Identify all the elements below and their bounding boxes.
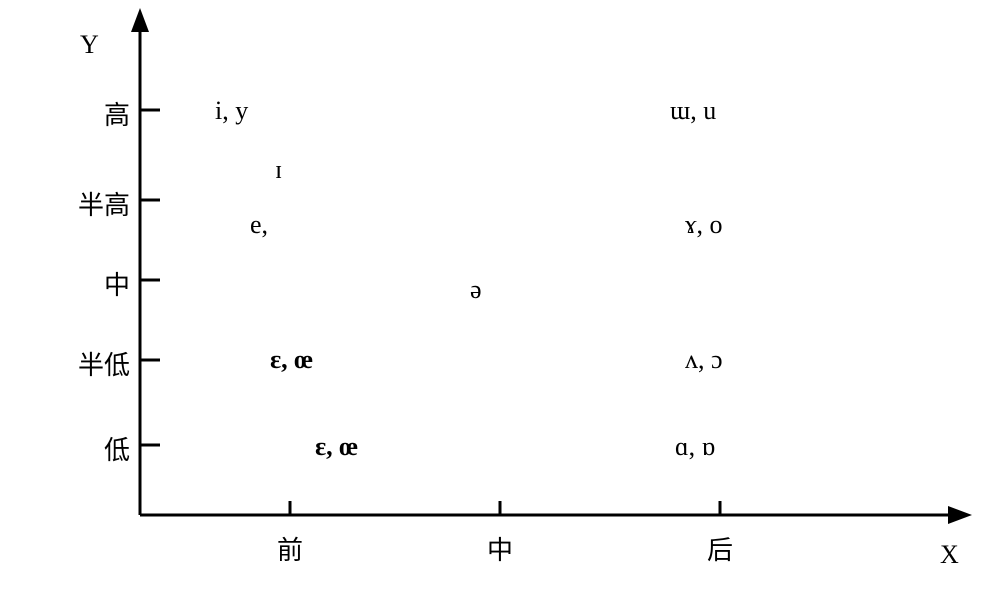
x-tick-label: 后 (700, 530, 740, 567)
y-tick-label: 高 (104, 95, 130, 132)
vowel-point: ə (470, 275, 482, 305)
vowel-point: ʌ, ɔ (685, 345, 723, 375)
y-axis-label: Y (80, 30, 99, 60)
x-tick-label: 前 (270, 530, 310, 567)
x-tick-label: 中 (480, 530, 520, 567)
vowel-point: ɪ (275, 155, 282, 185)
x-axis-label: X (940, 540, 959, 570)
axes (0, 0, 1000, 607)
y-tick-label: 中 (104, 265, 130, 302)
vowel-point: ɑ, ɒ (675, 432, 715, 462)
vowel-point: ɤ, o (685, 210, 723, 240)
vowel-point: ɛ, œ (270, 345, 313, 375)
vowel-chart: Y X 高半高中半低低 前中后 i, yɯ, uɪe,ɤ, oəɛ, œʌ, ɔ… (0, 0, 1000, 607)
vowel-point: ɯ, u (670, 96, 716, 126)
vowel-point: e, (250, 210, 268, 240)
vowel-point: ɛ, œ (315, 432, 358, 462)
vowel-point: i, y (215, 96, 248, 126)
y-tick-label: 半低 (78, 345, 130, 382)
y-tick-label: 半高 (78, 185, 130, 222)
y-tick-label: 低 (104, 430, 130, 467)
